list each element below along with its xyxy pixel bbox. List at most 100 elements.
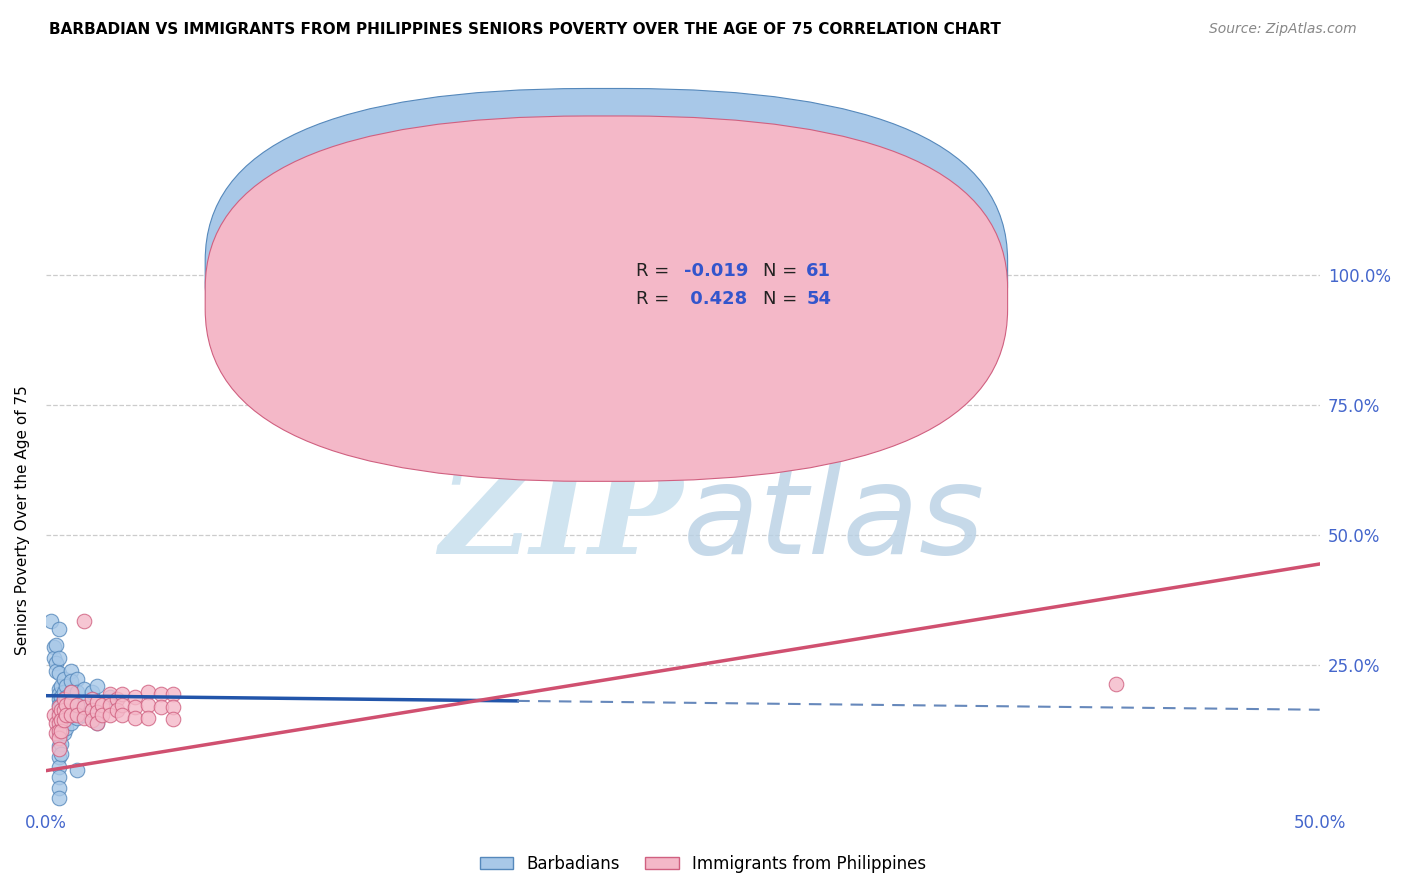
Text: ZIP: ZIP	[439, 459, 683, 581]
Point	[55, 700, 77, 714]
Text: R =: R =	[636, 262, 675, 280]
Point	[86, 695, 108, 709]
Point	[48, 666, 70, 681]
Point	[48, 687, 70, 701]
Point	[48, 706, 70, 720]
Y-axis label: Seniors Poverty Over the Age of 75: Seniors Poverty Over the Age of 75	[15, 384, 30, 655]
Point	[60, 684, 83, 698]
Text: atlas: atlas	[683, 459, 986, 580]
Point	[51, 747, 73, 761]
Point	[51, 679, 73, 693]
Point	[91, 708, 114, 723]
Point	[52, 672, 75, 686]
Text: Source: ZipAtlas.com: Source: ZipAtlas.com	[1209, 22, 1357, 37]
Point	[1105, 676, 1128, 690]
Point	[86, 715, 108, 730]
Point	[60, 715, 83, 730]
Point	[80, 703, 103, 717]
Point	[48, 749, 70, 764]
Point	[51, 726, 73, 740]
Point	[48, 708, 70, 723]
Point	[39, 614, 62, 628]
Legend: Barbadians, Immigrants from Philippines: Barbadians, Immigrants from Philippines	[474, 848, 932, 880]
FancyBboxPatch shape	[575, 253, 887, 325]
Point	[98, 708, 121, 723]
Point	[73, 700, 96, 714]
Point	[124, 700, 146, 714]
Point	[73, 710, 96, 724]
Point	[73, 681, 96, 696]
Point	[48, 741, 70, 756]
Point	[48, 731, 70, 746]
Point	[799, 273, 821, 287]
Point	[55, 698, 77, 712]
Point	[73, 708, 96, 723]
Point	[80, 703, 103, 717]
Point	[48, 739, 70, 754]
Point	[98, 698, 121, 712]
Text: 54: 54	[807, 290, 831, 308]
Text: N =: N =	[763, 290, 803, 308]
Point	[52, 695, 75, 709]
Point	[51, 698, 73, 712]
Point	[162, 700, 184, 714]
Point	[52, 715, 75, 730]
Point	[98, 690, 121, 704]
Point	[48, 622, 70, 636]
Point	[65, 672, 87, 686]
Point	[48, 698, 70, 712]
Point	[42, 650, 65, 665]
Point	[149, 687, 172, 701]
Point	[65, 710, 87, 724]
Point	[51, 703, 73, 717]
Point	[136, 710, 159, 724]
Point	[48, 771, 70, 785]
Point	[73, 695, 96, 709]
Point	[45, 656, 67, 670]
Point	[901, 383, 924, 397]
Point	[65, 684, 87, 698]
Point	[45, 726, 67, 740]
Point	[60, 706, 83, 720]
Point	[86, 706, 108, 720]
FancyBboxPatch shape	[205, 116, 1008, 482]
Point	[65, 698, 87, 712]
Point	[51, 708, 73, 723]
Point	[162, 712, 184, 726]
Point	[80, 684, 103, 698]
Text: N =: N =	[763, 262, 803, 280]
Point	[80, 692, 103, 706]
Text: 61: 61	[807, 262, 831, 280]
Point	[48, 721, 70, 735]
Point	[73, 614, 96, 628]
Point	[105, 703, 128, 717]
Point	[60, 664, 83, 678]
Point	[149, 700, 172, 714]
Point	[48, 692, 70, 706]
Point	[51, 713, 73, 727]
Point	[48, 715, 70, 730]
Point	[124, 690, 146, 704]
Point	[52, 684, 75, 698]
Point	[51, 723, 73, 738]
Point	[136, 698, 159, 712]
Point	[52, 703, 75, 717]
Point	[42, 708, 65, 723]
Point	[86, 679, 108, 693]
Point	[55, 708, 77, 723]
Point	[162, 687, 184, 701]
Point	[51, 737, 73, 751]
Point	[52, 713, 75, 727]
Point	[111, 687, 134, 701]
Point	[60, 684, 83, 698]
FancyBboxPatch shape	[205, 88, 1008, 454]
Point	[111, 698, 134, 712]
Point	[51, 715, 73, 730]
Text: -0.019: -0.019	[685, 262, 748, 280]
Point	[65, 763, 87, 777]
Text: 0.428: 0.428	[685, 290, 748, 308]
Point	[55, 690, 77, 704]
Point	[136, 684, 159, 698]
Point	[60, 708, 83, 723]
Point	[48, 760, 70, 774]
